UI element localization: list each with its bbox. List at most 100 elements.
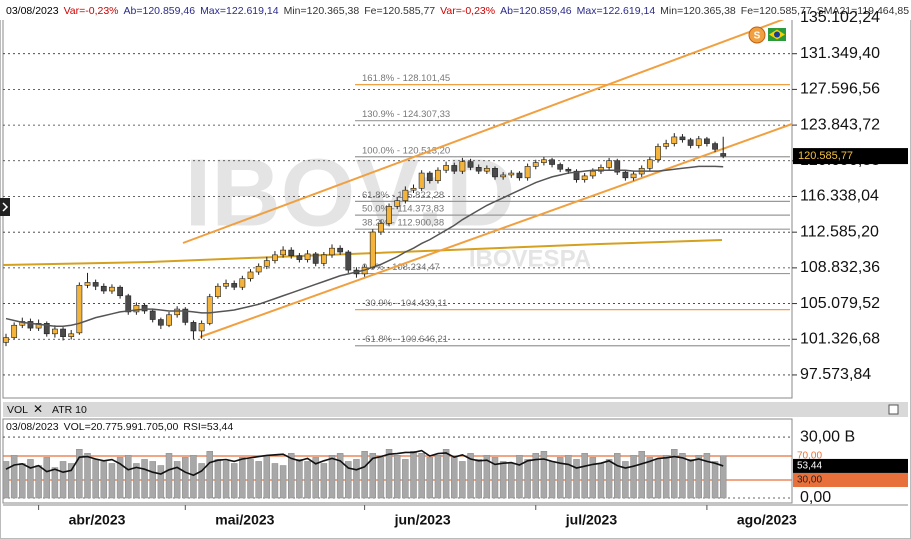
- fibonacci-label: 130.9% - 124.307,33: [362, 109, 450, 120]
- volume-bar: [157, 465, 165, 499]
- candle-body: [92, 282, 99, 287]
- indicator-field: 03/08/2023: [6, 421, 59, 433]
- candle-body: [35, 323, 42, 329]
- candle-body: [410, 187, 417, 191]
- volume-bar: [548, 461, 556, 499]
- volume-bar: [247, 459, 254, 499]
- volume-bar: [540, 451, 548, 499]
- candle-body: [679, 136, 686, 141]
- volume-bar: [393, 455, 401, 499]
- header-bg: [0, 0, 911, 20]
- candle-body: [51, 328, 58, 335]
- volume-bar: [605, 459, 613, 499]
- y-tick-label: 135.102,24: [800, 9, 880, 26]
- candle-body: [337, 247, 344, 253]
- volume-bar: [662, 455, 670, 499]
- x-tick-label: mai/2023: [215, 512, 274, 528]
- volume-bar: [214, 459, 222, 499]
- volume-bar: [43, 457, 50, 499]
- volume-bar: [516, 455, 523, 499]
- channel-upper: [182, 14, 796, 244]
- candle-body: [288, 249, 295, 257]
- header-field: SMA21=119.464,85: [817, 5, 909, 17]
- volume-bar: [173, 461, 181, 499]
- candle-body: [255, 265, 262, 273]
- candle-body: [435, 169, 441, 181]
- volume-bar: [288, 453, 295, 499]
- candle-body: [598, 167, 604, 172]
- volume-bar: [491, 457, 499, 499]
- candle-body: [720, 153, 727, 157]
- candle-body: [312, 253, 319, 264]
- signal-icon[interactable]: [748, 26, 766, 44]
- tab-vol[interactable]: VOL: [7, 404, 28, 416]
- volume-bar: [206, 451, 213, 499]
- volume-bar: [312, 457, 319, 499]
- candle-body: [606, 160, 612, 168]
- candle-body: [557, 164, 564, 170]
- signal-icon-letter: S: [754, 31, 761, 42]
- candle-body: [475, 167, 482, 172]
- volume-bar: [2, 461, 10, 499]
- volume-bar: [467, 453, 474, 499]
- candle-body: [182, 308, 189, 323]
- candle-body: [247, 271, 254, 279]
- candle-body: [329, 247, 335, 256]
- volume-bar: [614, 453, 621, 499]
- volume-bar: [230, 463, 238, 499]
- volume-bar: [671, 449, 678, 499]
- candle-body: [508, 172, 515, 176]
- candle-body: [84, 282, 91, 286]
- header-field: Max=122.619,14: [577, 5, 656, 17]
- volume-bar: [556, 457, 564, 499]
- x-tick-label: ago/2023: [737, 512, 797, 528]
- candle-body: [614, 160, 621, 173]
- candle-body: [500, 174, 507, 178]
- candle-body: [109, 286, 115, 292]
- candle-body: [68, 333, 75, 337]
- flag-icon-globe: [774, 31, 780, 38]
- volume-bar: [475, 459, 482, 499]
- candle-body: [157, 319, 164, 326]
- y-tick-label: 116.338,04: [800, 188, 879, 205]
- candle-body: [272, 254, 278, 261]
- volume-bar: [279, 465, 287, 499]
- volume-bar: [271, 463, 279, 499]
- candle-body: [125, 295, 132, 313]
- maximize-button[interactable]: [888, 404, 899, 415]
- side-toggle[interactable]: [0, 198, 10, 216]
- indicator-tabs-bar: [3, 402, 908, 417]
- candle-body: [622, 171, 629, 179]
- candle-body: [687, 139, 694, 146]
- candle-body: [190, 322, 197, 332]
- volume-bar: [508, 463, 515, 499]
- candle-body: [206, 296, 213, 324]
- candle-body: [703, 138, 710, 144]
- volume-bar: [149, 461, 156, 499]
- candle-body: [695, 138, 702, 146]
- candle-body: [231, 283, 238, 288]
- volume-bar: [622, 461, 629, 499]
- candle-body: [443, 165, 449, 171]
- volume-bar: [434, 455, 442, 499]
- volume-bar: [116, 457, 124, 499]
- rsi-level-box: [793, 473, 908, 487]
- tab-atr[interactable]: ATR 10: [52, 404, 87, 416]
- candle-body: [386, 206, 392, 224]
- fibonacci-label: 50.0% - 114.373,83: [362, 204, 444, 215]
- volume-bar: [418, 453, 425, 499]
- volume-bar: [459, 461, 466, 499]
- candle-body: [345, 251, 352, 271]
- tab-close-icon[interactable]: ✕: [33, 402, 43, 416]
- volume-bar: [239, 457, 246, 499]
- header-field: Var=-0,23%: [64, 5, 119, 17]
- candle-body: [304, 253, 311, 260]
- candle-body: [223, 283, 229, 287]
- side-toggle-icon: [2, 202, 9, 212]
- candle-body: [426, 172, 433, 181]
- volume-bar: [182, 457, 189, 499]
- volume-bar: [703, 453, 711, 499]
- candle-body: [565, 168, 572, 172]
- rsi-last-label: 53,44: [797, 461, 822, 472]
